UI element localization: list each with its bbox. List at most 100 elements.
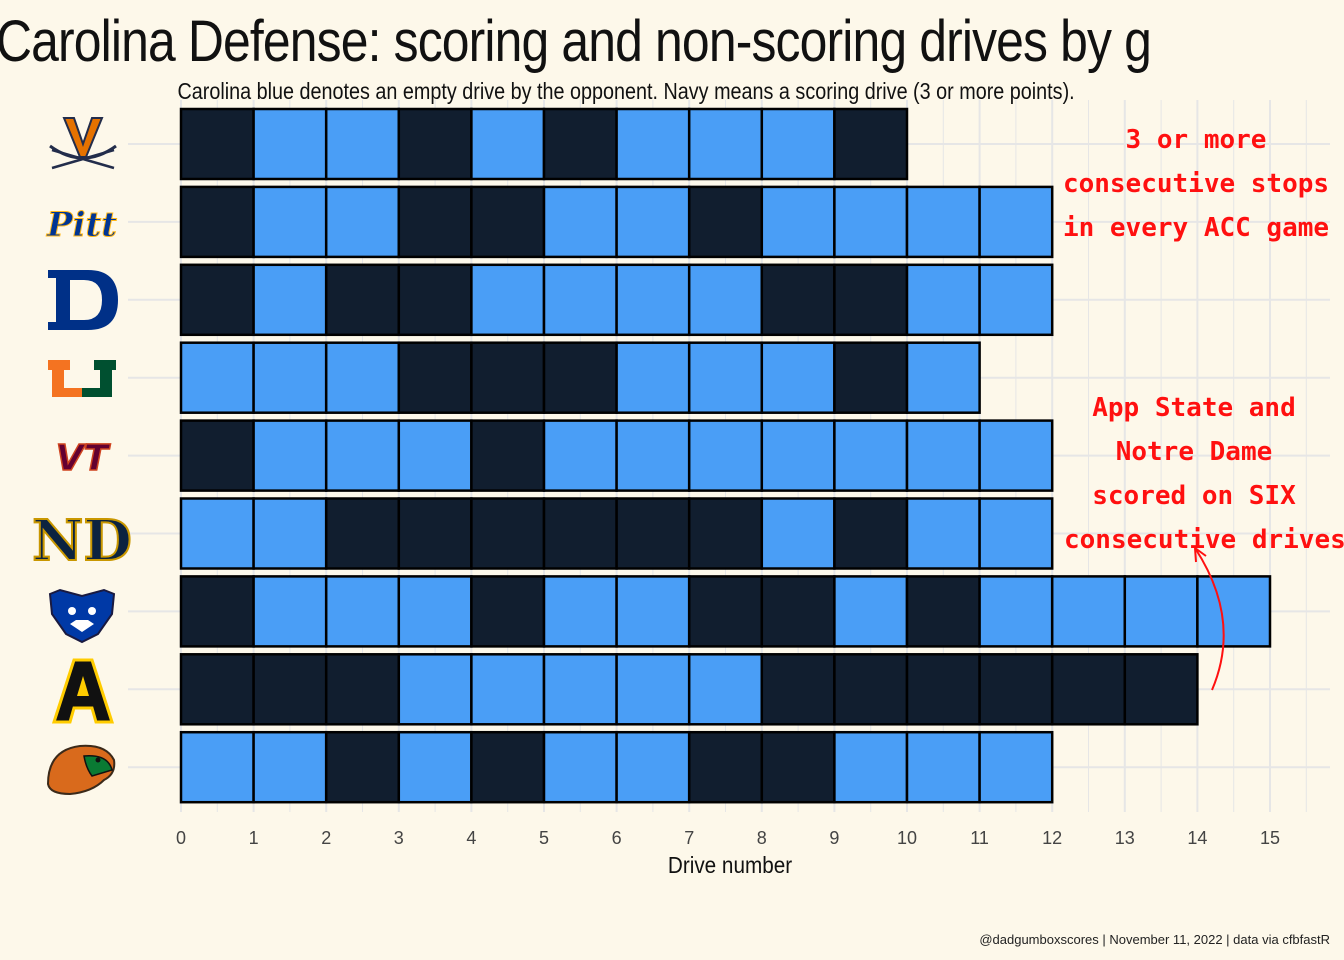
- annotation-line: scored on SIX: [1092, 481, 1296, 511]
- empty-drive-segment: [615, 730, 691, 804]
- bar-row-notre-dame-logo: [179, 497, 1054, 570]
- empty-drive-segment: [542, 653, 618, 726]
- annotation-line: App State and: [1092, 393, 1296, 423]
- duke-logo: [48, 270, 118, 330]
- scoring-drive-segment: [470, 419, 546, 492]
- empty-drive-segment: [833, 419, 909, 492]
- annotation-line: in every ACC game: [1062, 213, 1330, 243]
- scoring-drive-segment: [179, 575, 255, 648]
- scoring-drive-segment: [542, 341, 618, 414]
- scoring-drive-segment: [470, 730, 546, 804]
- annotation-consecutive-stops: 3 or more consecutive stops in every ACC…: [1060, 118, 1332, 250]
- x-tick-label: 2: [321, 828, 331, 848]
- pitt-logo: Pitt: [46, 205, 118, 246]
- scoring-drive-segment: [179, 419, 255, 492]
- empty-drive-segment: [542, 263, 618, 337]
- scoring-drive-segment: [978, 653, 1054, 726]
- scoring-drive-segment: [1123, 653, 1199, 726]
- scoring-drive-segment: [397, 497, 473, 570]
- drive-bars: [179, 107, 1272, 804]
- empty-drive-segment: [978, 575, 1054, 648]
- caption: @dadgumboxscores | November 11, 2022 | d…: [979, 932, 1330, 947]
- empty-drive-segment: [1123, 575, 1199, 648]
- empty-drive-segment: [687, 341, 764, 414]
- empty-drive-segment: [905, 341, 981, 414]
- bar-row-virginia-logo: [179, 107, 909, 181]
- empty-drive-segment: [470, 263, 546, 337]
- scoring-drive-segment: [470, 575, 546, 648]
- scoring-drive-segment: [470, 185, 546, 259]
- empty-drive-segment: [687, 107, 764, 181]
- scoring-drive-segment: [833, 263, 909, 337]
- x-tick-label: 4: [466, 828, 476, 848]
- empty-drive-segment: [905, 185, 981, 259]
- empty-drive-segment: [687, 419, 764, 492]
- scoring-drive-segment: [687, 575, 764, 648]
- x-tick-label: 11: [970, 828, 989, 848]
- team-logos: Pitt VT ND: [31, 117, 133, 796]
- annotation-arrowhead: [1194, 547, 1207, 563]
- empty-drive-segment: [905, 419, 981, 492]
- scoring-drive-segment: [833, 497, 909, 570]
- empty-drive-segment: [687, 653, 764, 726]
- scoring-drive-segment: [905, 575, 981, 648]
- empty-drive-segment: [615, 575, 691, 648]
- scoring-drive-segment: [179, 107, 255, 181]
- empty-drive-segment: [252, 419, 328, 492]
- bar-row-pitt-logo: [179, 185, 1054, 259]
- empty-drive-segment: [470, 653, 546, 726]
- x-axis-label: Drive number: [667, 852, 793, 878]
- scoring-drive-segment: [542, 497, 618, 570]
- scoring-drive-segment: [324, 497, 401, 570]
- chart-subtitle: Carolina blue denotes an empty drive by …: [177, 78, 1075, 104]
- empty-drive-segment: [252, 497, 328, 570]
- empty-drive-segment: [978, 497, 1054, 570]
- x-tick-label: 14: [1187, 828, 1207, 848]
- svg-text:ND: ND: [32, 508, 132, 574]
- empty-drive-segment: [760, 107, 836, 181]
- scoring-drive-segment: [542, 107, 618, 181]
- florida-am-logo: [46, 744, 116, 796]
- scoring-drive-segment: [179, 263, 255, 337]
- scoring-drive-segment: [905, 653, 981, 726]
- empty-drive-segment: [760, 185, 836, 259]
- empty-drive-segment: [760, 497, 836, 570]
- empty-drive-segment: [252, 730, 328, 804]
- empty-drive-segment: [615, 107, 691, 181]
- scoring-drive-segment: [833, 107, 909, 181]
- empty-drive-segment: [252, 107, 328, 181]
- annotation-line: Notre Dame: [1115, 437, 1273, 467]
- empty-drive-segment: [905, 730, 981, 804]
- empty-drive-segment: [324, 341, 401, 414]
- empty-drive-segment: [179, 341, 255, 414]
- empty-drive-segment: [1050, 575, 1127, 648]
- empty-drive-segment: [833, 575, 909, 648]
- scoring-drive-segment: [252, 653, 328, 726]
- empty-drive-segment: [324, 419, 401, 492]
- x-tick-label: 3: [394, 828, 404, 848]
- empty-drive-segment: [1196, 575, 1272, 648]
- empty-drive-segment: [905, 263, 981, 337]
- svg-text:VT: VT: [56, 438, 111, 479]
- empty-drive-segment: [324, 575, 401, 648]
- scoring-drive-segment: [760, 263, 836, 337]
- scoring-drive-segment: [833, 341, 909, 414]
- notre-dame-logo: ND: [31, 507, 133, 575]
- scoring-drive-segment: [470, 341, 546, 414]
- scoring-drive-segment: [179, 653, 255, 726]
- empty-drive-segment: [687, 263, 764, 337]
- x-tick-label: 13: [1115, 828, 1135, 848]
- empty-drive-segment: [615, 419, 691, 492]
- empty-drive-segment: [179, 497, 255, 570]
- scoring-drive-segment: [760, 575, 836, 648]
- bar-row-duke-logo: [179, 263, 1054, 337]
- x-tick-label: 0: [176, 828, 186, 848]
- empty-drive-segment: [978, 419, 1054, 492]
- scoring-drive-segment: [687, 497, 764, 570]
- annotation-line: consecutive drives: [1064, 525, 1344, 555]
- scoring-drive-segment: [687, 730, 764, 804]
- x-axis-ticks: 0 1 2 3 4 5 6 7 8 9 10 11 12 13 14 15: [176, 828, 1280, 848]
- empty-drive-segment: [615, 341, 691, 414]
- virginia-tech-logo: VT: [55, 437, 111, 480]
- empty-drive-segment: [252, 341, 328, 414]
